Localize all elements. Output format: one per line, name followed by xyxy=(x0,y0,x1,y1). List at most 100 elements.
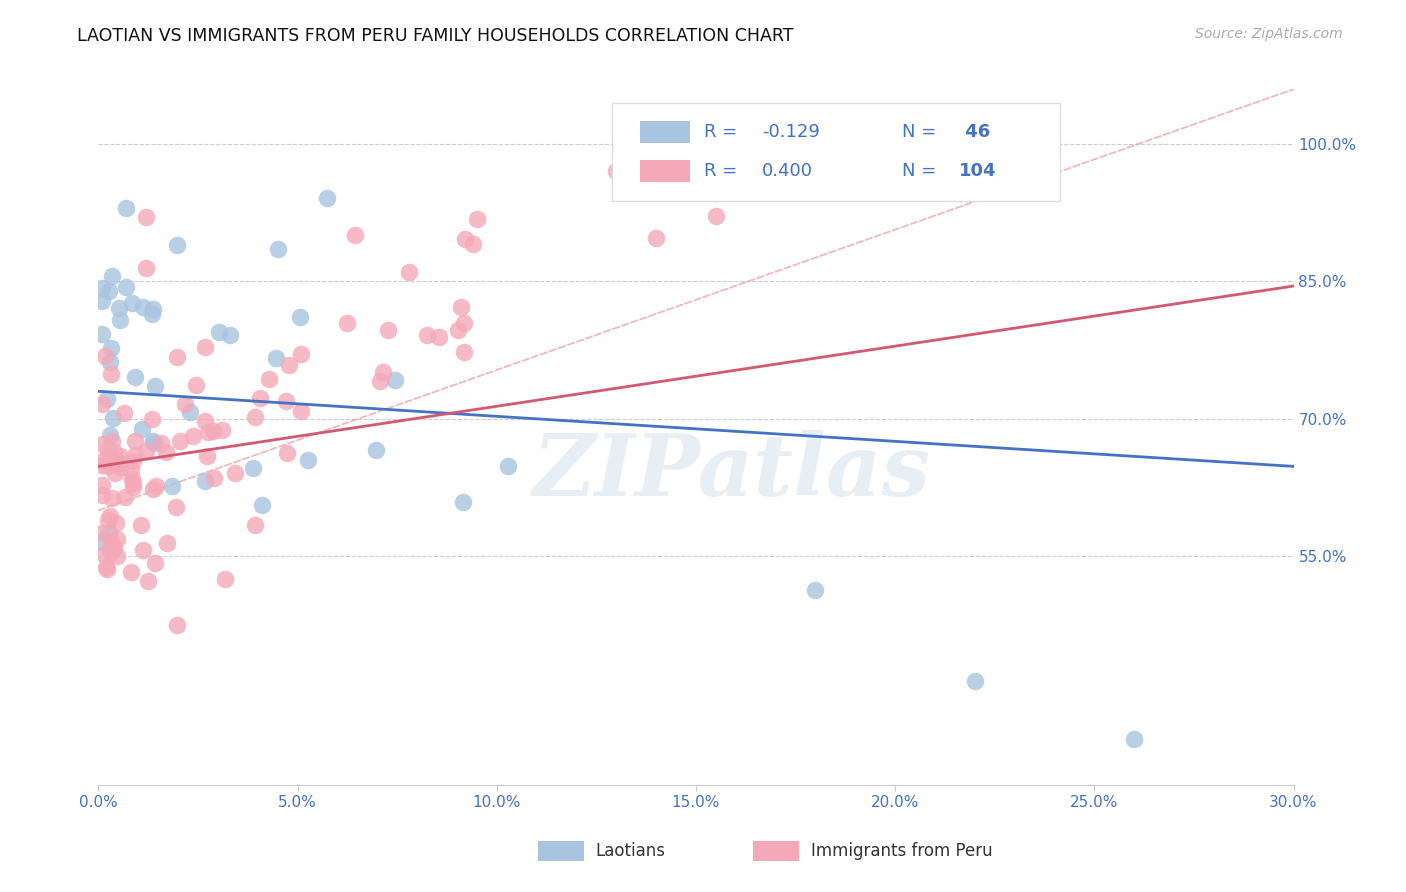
Point xyxy=(100,427,122,442)
Point xyxy=(704,153,727,167)
Point xyxy=(278,358,301,372)
Point xyxy=(461,236,484,251)
Text: ZIPatlas: ZIPatlas xyxy=(533,430,931,514)
Point xyxy=(704,137,727,152)
Point xyxy=(297,452,319,467)
Point xyxy=(141,411,163,425)
Point xyxy=(101,540,124,554)
Point xyxy=(108,450,131,464)
Point xyxy=(103,445,125,459)
Point xyxy=(605,164,627,178)
Point xyxy=(242,460,264,475)
Point xyxy=(120,463,142,477)
Y-axis label: Family Households: Family Households xyxy=(0,366,7,508)
Point xyxy=(181,429,204,443)
Point xyxy=(97,513,120,527)
Point xyxy=(141,307,163,321)
Point xyxy=(368,374,391,388)
Point xyxy=(114,490,136,504)
Point xyxy=(195,450,218,464)
Point xyxy=(96,392,118,406)
Point xyxy=(415,328,437,343)
Point xyxy=(704,137,727,152)
Point xyxy=(91,488,114,502)
Point xyxy=(91,458,114,472)
Point xyxy=(132,542,155,557)
Point xyxy=(179,405,201,419)
Point xyxy=(136,574,159,589)
Point xyxy=(110,460,132,475)
Point xyxy=(97,442,120,457)
Point xyxy=(91,535,114,549)
Point xyxy=(398,265,420,279)
Point xyxy=(453,316,475,330)
Point xyxy=(427,330,450,344)
Point xyxy=(97,526,120,541)
Point xyxy=(202,470,225,484)
Point xyxy=(143,379,166,393)
FancyBboxPatch shape xyxy=(613,103,1060,201)
Point xyxy=(100,491,122,505)
Point xyxy=(107,456,129,470)
Point xyxy=(98,355,121,369)
Point xyxy=(165,500,187,514)
Point xyxy=(104,466,127,480)
Text: 104: 104 xyxy=(959,162,997,180)
Point xyxy=(120,565,142,579)
Text: N =: N = xyxy=(901,162,942,180)
Text: R =: R = xyxy=(704,123,744,141)
Point xyxy=(645,231,668,245)
Point xyxy=(112,406,135,420)
Point xyxy=(169,434,191,448)
Point xyxy=(108,313,131,327)
Point xyxy=(155,444,177,458)
Point xyxy=(245,410,267,425)
Point xyxy=(166,237,188,252)
Point xyxy=(290,347,312,361)
Text: Immigrants from Peru: Immigrants from Peru xyxy=(811,842,993,860)
Bar xyxy=(538,840,583,862)
Text: 46: 46 xyxy=(959,123,990,141)
Point xyxy=(114,279,136,293)
Point xyxy=(884,137,907,152)
Text: LAOTIAN VS IMMIGRANTS FROM PERU FAMILY HOUSEHOLDS CORRELATION CHART: LAOTIAN VS IMMIGRANTS FROM PERU FAMILY H… xyxy=(77,27,794,45)
Text: Source: ZipAtlas.com: Source: ZipAtlas.com xyxy=(1195,27,1343,41)
Text: -0.129: -0.129 xyxy=(762,123,820,141)
Point xyxy=(219,327,242,342)
Point xyxy=(166,350,188,364)
Text: 0.400: 0.400 xyxy=(762,162,813,180)
Point xyxy=(145,479,167,493)
Point xyxy=(100,341,122,355)
Point xyxy=(645,137,668,152)
Point xyxy=(105,532,128,546)
Point xyxy=(276,446,298,460)
Point xyxy=(160,479,183,493)
Point xyxy=(100,509,122,524)
Point xyxy=(450,300,472,314)
Point xyxy=(104,516,127,530)
Point xyxy=(91,436,114,450)
Point xyxy=(135,444,157,458)
Point xyxy=(465,211,488,226)
Point xyxy=(194,340,217,354)
Point xyxy=(115,201,138,215)
Point xyxy=(344,227,367,242)
Point xyxy=(124,370,146,384)
Point xyxy=(100,368,122,382)
Point xyxy=(100,545,122,559)
Point xyxy=(197,425,219,439)
Point xyxy=(211,423,233,437)
Point xyxy=(121,480,143,494)
Point xyxy=(207,326,229,340)
Point xyxy=(201,424,224,438)
Text: N =: N = xyxy=(901,123,942,141)
Bar xyxy=(754,840,799,862)
Point xyxy=(186,378,208,392)
Point xyxy=(96,562,118,576)
Point xyxy=(364,442,387,457)
Point xyxy=(135,260,157,275)
Point xyxy=(132,300,155,314)
Point xyxy=(93,547,115,561)
Point xyxy=(91,454,114,468)
Point xyxy=(156,536,179,550)
